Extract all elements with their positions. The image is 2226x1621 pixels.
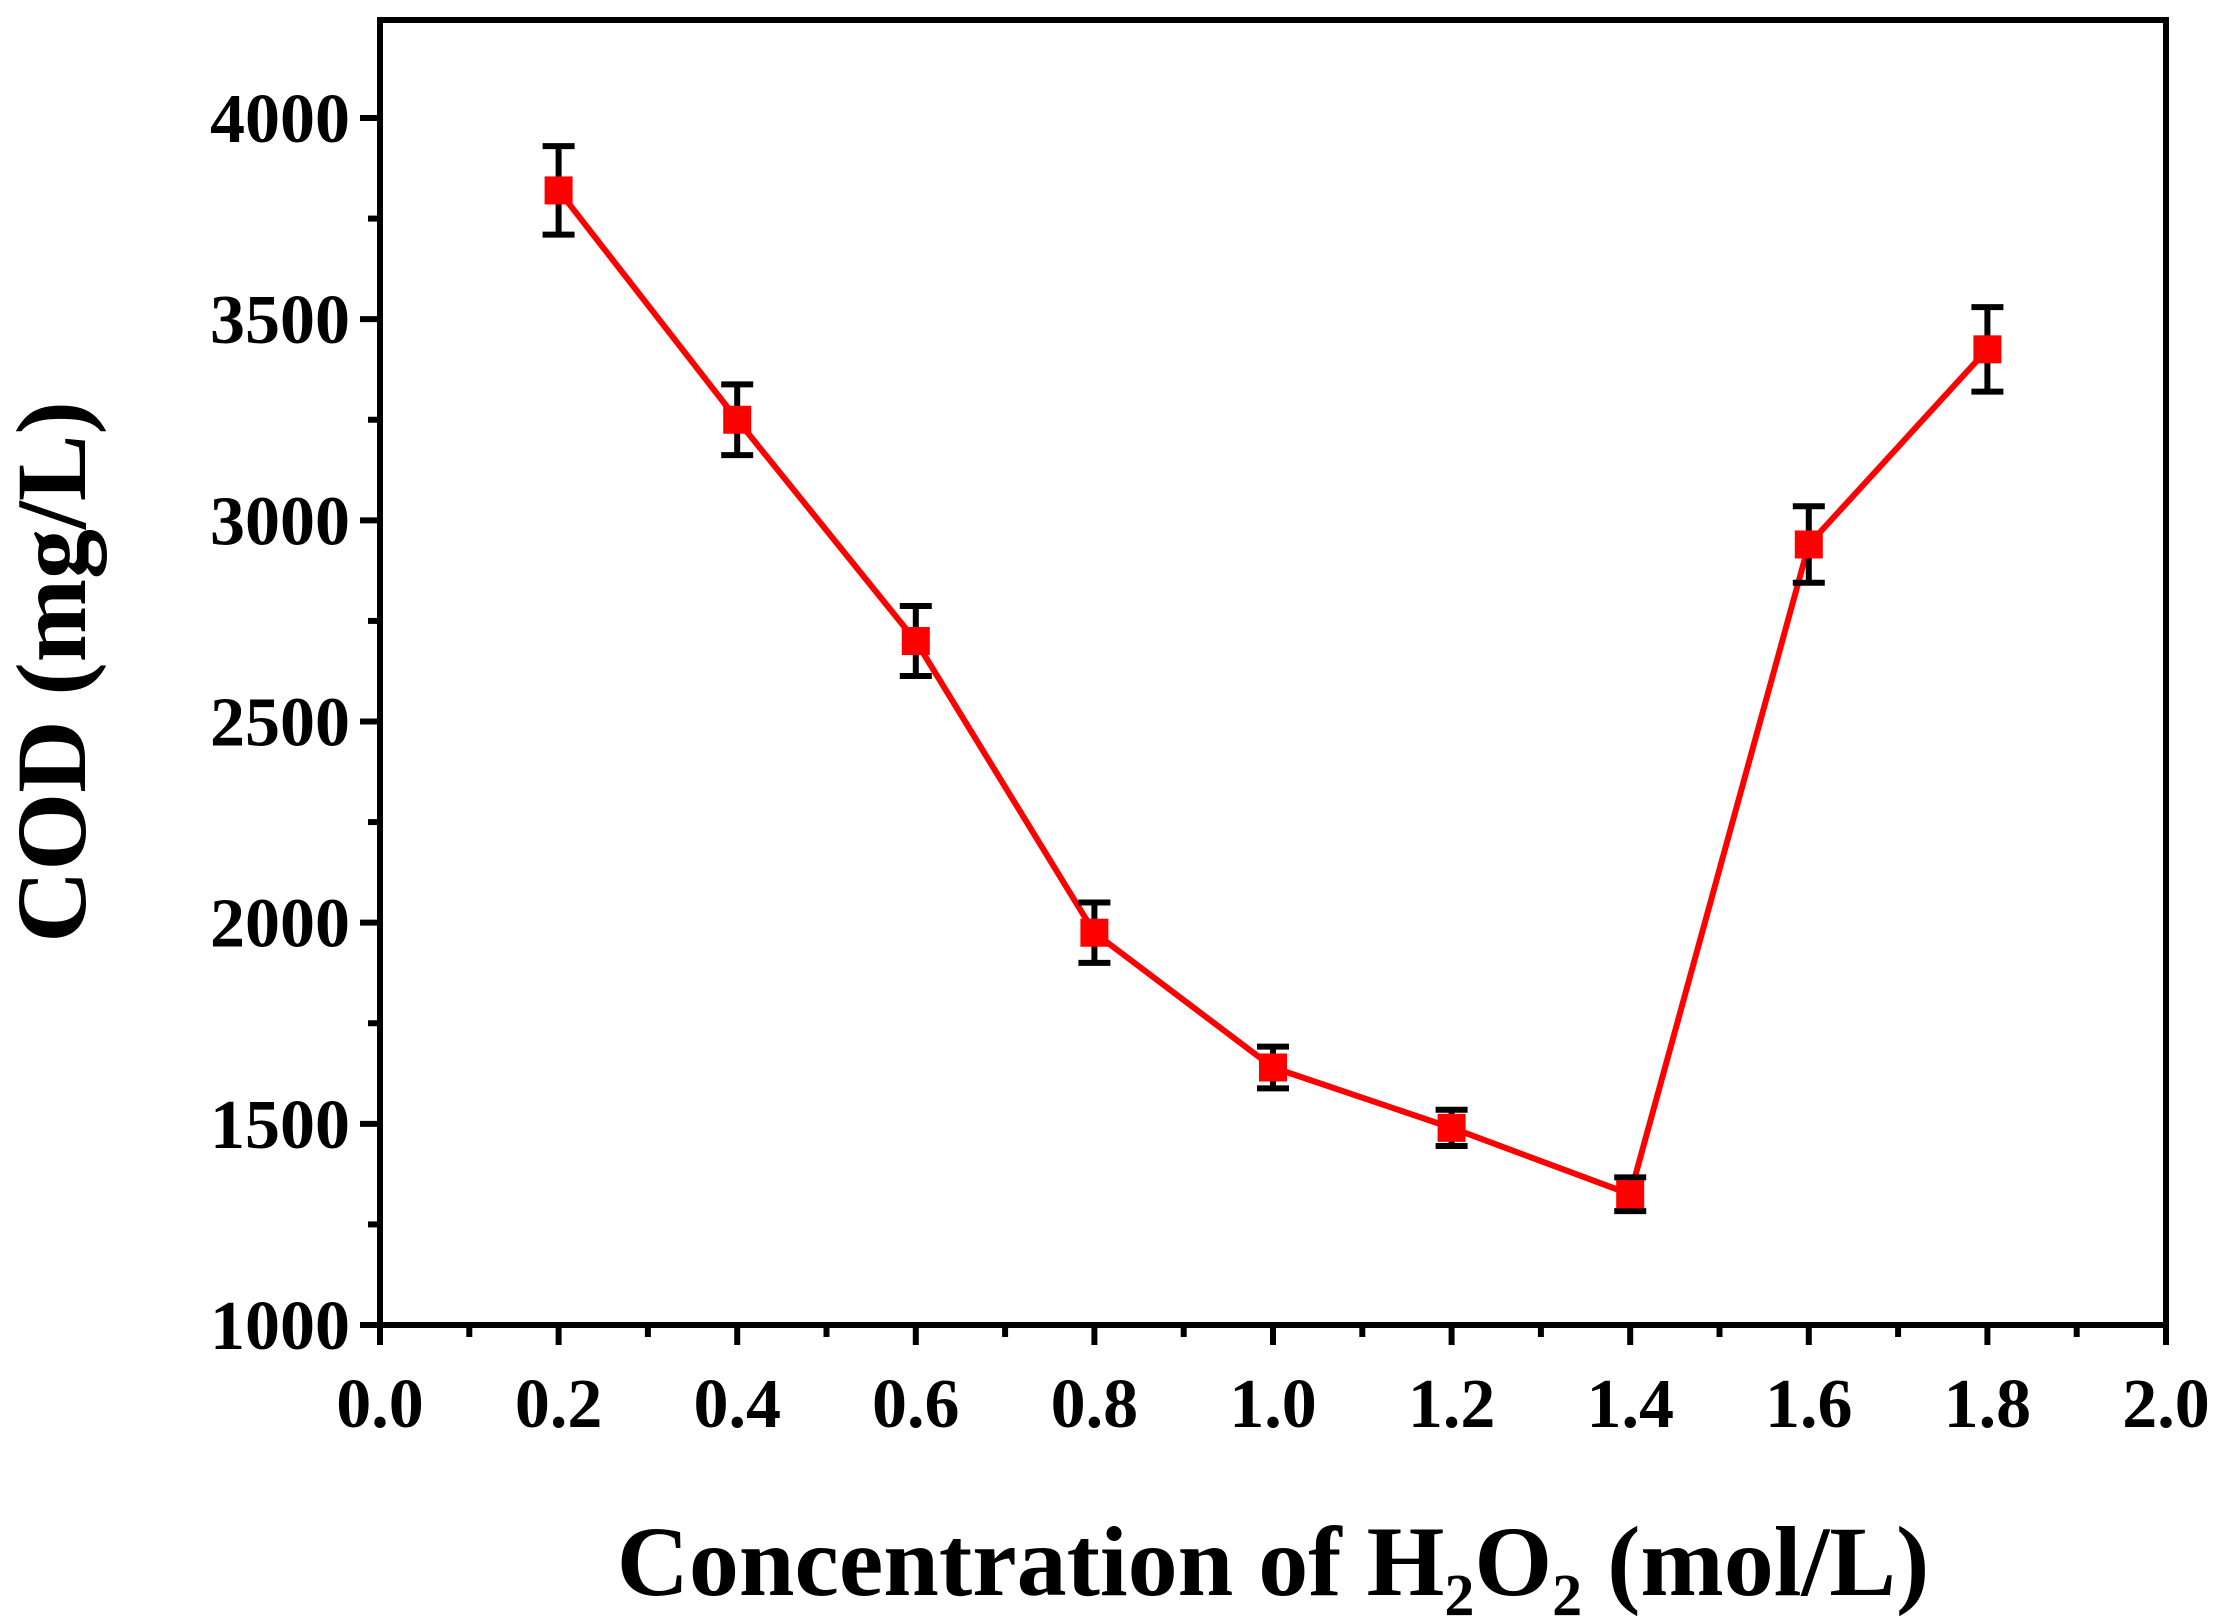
x-tick-label: 1.2	[1408, 1366, 1496, 1443]
data-series	[542, 143, 2004, 1215]
x-axis-title: Concentration of H₂O₂ (mol/L)	[617, 1506, 1930, 1617]
data-point-marker	[1794, 530, 1823, 559]
y-tick-label: 1500	[210, 1087, 350, 1164]
y-tick-label: 2000	[210, 886, 350, 963]
y-tick-label: 1000	[210, 1288, 350, 1365]
data-point-marker	[544, 176, 573, 205]
data-point-marker	[901, 627, 930, 656]
data-point-marker	[1080, 918, 1109, 947]
plot-frame	[377, 17, 2169, 1328]
x-tick-label: 0.2	[515, 1366, 603, 1443]
x-tick-label: 1.8	[1944, 1366, 2032, 1443]
y-tick-label: 2500	[210, 685, 350, 762]
x-tick-label: 0.0	[336, 1366, 424, 1443]
y-axis-title: COD (mg/L)	[0, 401, 107, 943]
data-point-marker	[1259, 1053, 1287, 1082]
x-tick-label: 1.6	[1765, 1366, 1853, 1443]
data-point-marker	[1616, 1180, 1645, 1209]
x-tick-label: 0.4	[693, 1366, 781, 1443]
data-point-marker	[1437, 1113, 1466, 1142]
x-tick-label: 2.0	[2122, 1366, 2210, 1443]
x-tick-label: 0.8	[1051, 1366, 1139, 1443]
x-tick-label: 0.6	[872, 1366, 960, 1443]
y-tick-label: 3500	[210, 282, 350, 359]
x-tick-label: 1.4	[1586, 1366, 1674, 1443]
axis-ticks: 0.0 0.2 0.4 0.6 0.8 1.0 1.2 1.4 1.6 1.8 2.0 1000 150…	[210, 81, 2210, 1443]
data-point-marker	[723, 405, 752, 434]
y-tick-label: 3000	[210, 483, 350, 560]
data-point-marker	[1973, 335, 2002, 364]
y-tick-label: 4000	[210, 81, 350, 158]
x-tick-label: 1.0	[1229, 1366, 1317, 1443]
